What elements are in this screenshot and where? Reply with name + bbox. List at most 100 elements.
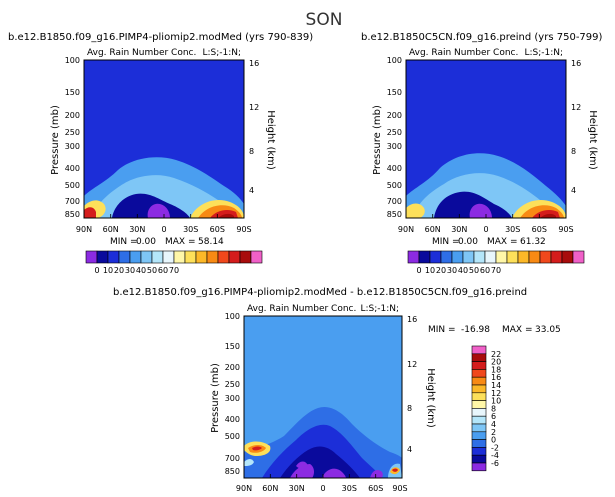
ytick-right-label: 12 [571, 103, 581, 112]
panel-right-xtick-labels: 90N 60N 30N 0 30S 60S 90S [398, 225, 574, 234]
colorbar-label: 0 [416, 266, 421, 275]
xtick-label: 90S [236, 225, 251, 234]
ytick-label: 500 [387, 181, 402, 190]
max-value: 33.05 [535, 325, 561, 335]
colorbar-swatch [151, 250, 164, 264]
ytick-right-label: 4 [571, 186, 576, 195]
ytick-label: 850 [387, 210, 402, 219]
panel-left-title: b.e12.B1850.f09_g16.PIMP4-pliomip2.modMe… [8, 32, 313, 43]
colorbar-swatch [118, 250, 131, 264]
ytick-label: 150 [225, 342, 240, 351]
max-label: MAX = [502, 325, 533, 335]
colorbar-label: 50 [469, 266, 479, 275]
xtick-label: 30S [342, 484, 357, 493]
ytick-right-label: 16 [249, 59, 259, 68]
colorbar-label: 8 [491, 404, 496, 413]
xtick-label: 60S [532, 225, 547, 234]
xtick-label: 0 [161, 225, 166, 234]
colorbar-swatch [473, 250, 486, 264]
panel-left-yticks-right: 16 12 8 4 [249, 59, 259, 195]
panel-left-ylabel-right: Height (km) [265, 110, 276, 170]
colorbar-label: -4 [491, 451, 499, 460]
panel-right-yticks-right: 16 12 8 4 [571, 59, 581, 195]
colorbar-label: 60 [158, 266, 168, 275]
colorbar-swatch [429, 250, 442, 264]
min-label: MIN = [428, 325, 456, 335]
panel-diff-ytick-labels: 100 150 200 250 300 400 500 700 850 [225, 312, 240, 476]
ytick-right-label: 4 [407, 445, 412, 454]
colorbar-swatch [140, 250, 153, 264]
panel-left: b.e12.B1850.f09_g16.PIMP4-pliomip2.modMe… [8, 32, 313, 275]
ytick-label: 250 [225, 380, 240, 389]
ytick-right-label: 4 [249, 186, 254, 195]
colorbar-swatch [471, 423, 487, 433]
colorbar-swatch [173, 250, 186, 264]
ytick-label: 200 [225, 363, 240, 372]
panel-right-level-label: L:S;-1:N; [524, 48, 563, 58]
colorbar-label: 4 [491, 420, 496, 429]
ytick-label: 150 [387, 88, 402, 97]
ytick-label: 700 [387, 197, 402, 206]
colorbar-swatch [250, 250, 263, 264]
panel-right-field [406, 60, 566, 218]
panel-diff-x-ticks [243, 474, 403, 478]
ytick-right-label: 8 [407, 404, 412, 413]
colorbar-swatch [471, 454, 487, 464]
panel-diff-subtitle: Avg. Rain Number Conc. [247, 304, 356, 314]
panel-left-level-label: L:S;-1:N; [202, 48, 241, 58]
colorbar-label: 2 [491, 428, 496, 437]
ytick-label: 300 [65, 142, 80, 151]
xtick-label: 90N [398, 225, 414, 234]
colorbar-swatch [471, 369, 487, 378]
colorbar-label: 14 [491, 381, 501, 390]
colorbar-label: 70 [169, 266, 179, 275]
colorbar-swatch [217, 250, 230, 264]
colorbar-label: 70 [491, 266, 501, 275]
colorbar-swatch [495, 250, 508, 264]
colorbar-label: 0 [491, 436, 496, 445]
xtick-label: 60N [425, 225, 441, 234]
panel-diff-field [244, 316, 402, 478]
ytick-right-label: 16 [407, 315, 417, 324]
colorbar-swatch [471, 400, 487, 409]
panel-diff-yticks-right: 16 12 8 4 [407, 315, 417, 454]
colorbar-swatch [471, 392, 487, 401]
colorbar-label: -6 [491, 459, 499, 468]
max-label: MAX = [487, 237, 518, 247]
ytick-label: 200 [387, 111, 402, 120]
xtick-label: 90S [392, 484, 407, 493]
colorbar-label: 20 [114, 266, 124, 275]
ytick-label: 300 [225, 394, 240, 403]
panel-left-ytick-labels: 100 150 200 250 300 400 500 700 850 [65, 56, 80, 219]
ytick-label: 400 [225, 415, 240, 424]
colorbar-label: 10 [425, 266, 435, 275]
ytick-label: 100 [225, 312, 240, 321]
ytick-right-label: 16 [571, 59, 581, 68]
colorbar-label: 20 [436, 266, 446, 275]
colorbar-swatch [471, 439, 487, 448]
colorbar-swatch [471, 345, 487, 355]
figure-title: SON [306, 10, 343, 30]
panel-right-ylabel: Pressure (mb) [372, 105, 383, 175]
panel-diff-ylabel: Pressure (mb) [210, 363, 221, 433]
panel-right-ylabel-right: Height (km) [587, 110, 598, 170]
colorbar-swatch [506, 250, 519, 264]
ytick-label: 300 [387, 142, 402, 151]
xtick-label: 60N [262, 484, 278, 493]
colorbar-swatch [228, 250, 241, 264]
colorbar-label: 30 [447, 266, 457, 275]
colorbar-label: 40 [458, 266, 468, 275]
min-label: MIN = [432, 237, 460, 247]
colorbar-label: 60 [480, 266, 490, 275]
colorbar-swatch [162, 250, 175, 264]
xtick-label: 30S [183, 225, 198, 234]
xtick-label: 60N [103, 225, 119, 234]
panel-left-ylabel: Pressure (mb) [50, 105, 61, 175]
colorbar-label: 16 [491, 373, 501, 382]
colorbar-swatch [471, 415, 487, 425]
colorbar-label: -2 [491, 443, 499, 452]
panel-diff-title: b.e12.B1850.f09_g16.PIMP4-pliomip2.modMe… [113, 287, 527, 298]
panel-diff-stats: MIN = -16.98 MAX = 33.05 [428, 325, 561, 335]
colorbar-swatch [471, 431, 487, 440]
